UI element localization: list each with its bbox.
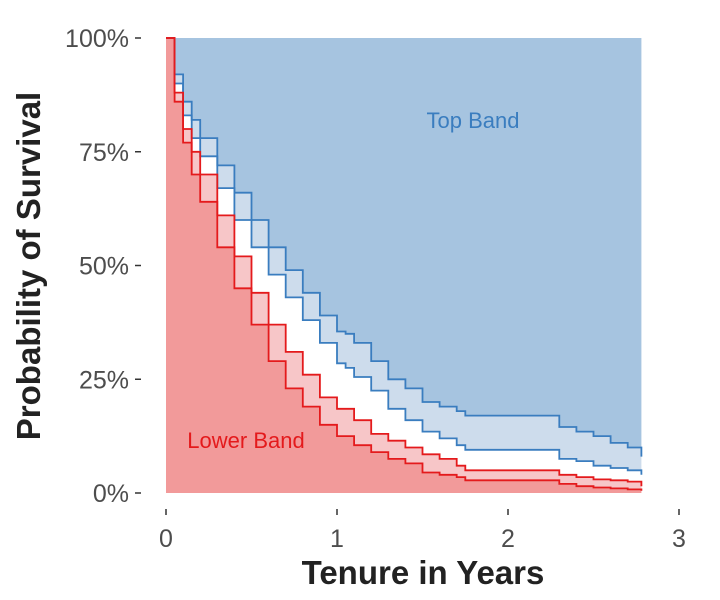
lower-band-label: Lower Band [187,428,304,453]
y-tick-label: 75% [79,139,129,167]
x-tick-label: 2 [501,525,515,553]
x-tick-label: 3 [672,525,686,553]
x-tick-label: 0 [159,525,173,553]
top-band-area [166,38,642,457]
y-tick-label: 0% [93,480,129,508]
x-axis-title: Tenure in Years [302,554,545,591]
band-areas [166,38,642,493]
lower-band-upper-line [166,37,643,487]
y-tick-label: 50% [79,253,129,281]
band-lines [166,37,643,491]
top-band-label: Top Band [427,108,520,133]
y-tick-label: 100% [65,25,129,53]
x-tick-label: 1 [330,525,344,553]
lower-band-lower-line [166,37,643,491]
y-axis-title: Probability of Survival [10,92,47,440]
axes: 0% 25% 50% 75% 100% 0 1 2 3 [65,25,686,553]
y-tick-label: 25% [79,366,129,394]
top-band-ci [166,38,642,475]
